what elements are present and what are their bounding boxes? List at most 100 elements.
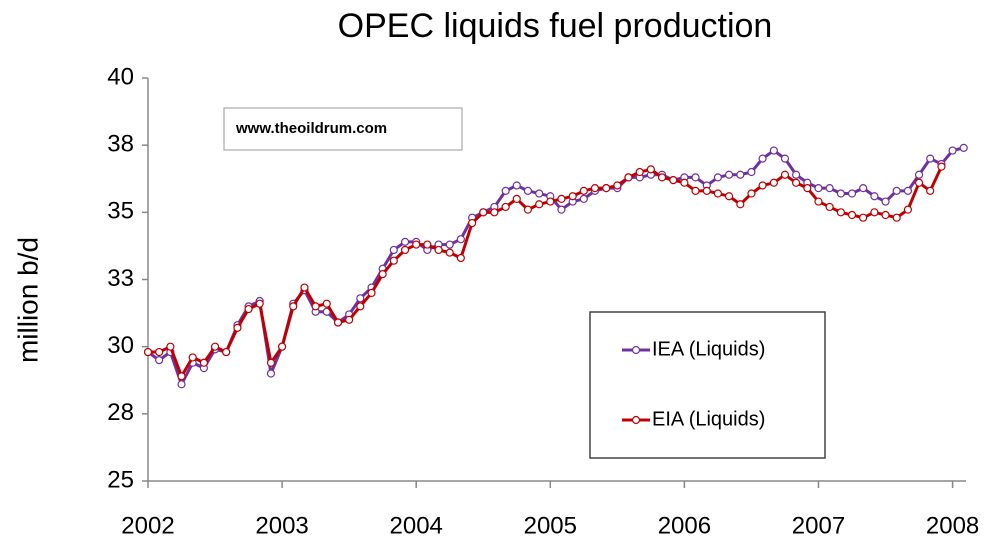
data-point xyxy=(356,294,365,303)
data-point xyxy=(523,186,533,195)
data-point xyxy=(166,342,175,351)
annotation: www.theoildrum.com xyxy=(235,120,387,137)
data-point xyxy=(311,302,320,311)
legend-box xyxy=(589,311,826,459)
data-point xyxy=(903,186,913,195)
data-point xyxy=(233,323,242,332)
data-point xyxy=(266,369,276,378)
data-point xyxy=(445,240,454,249)
data-point xyxy=(300,283,309,292)
data-point xyxy=(266,358,276,367)
x-tick-label: 2005 xyxy=(524,512,577,539)
data-point xyxy=(926,186,935,195)
data-point xyxy=(356,302,365,311)
data-point xyxy=(825,184,834,193)
data-point xyxy=(590,184,600,193)
data-point xyxy=(613,181,622,190)
data-point xyxy=(434,245,443,255)
data-point xyxy=(289,302,298,311)
data-point xyxy=(210,342,220,351)
data-point xyxy=(758,181,767,190)
data-point xyxy=(188,353,197,362)
data-point xyxy=(557,194,566,203)
data-point xyxy=(468,218,477,228)
data-point xyxy=(535,189,544,198)
data-point xyxy=(713,173,723,182)
data-point xyxy=(691,186,700,195)
data-point xyxy=(579,186,588,195)
data-point xyxy=(702,186,711,195)
data-point xyxy=(579,194,588,203)
data-point xyxy=(948,146,957,155)
data-point xyxy=(177,380,186,389)
data-point xyxy=(501,186,510,195)
data-point xyxy=(847,189,857,198)
data-point xyxy=(881,210,890,220)
data-point xyxy=(769,178,778,187)
data-point xyxy=(859,184,868,193)
data-point xyxy=(143,347,153,357)
data-point xyxy=(255,299,264,308)
data-point xyxy=(691,173,700,182)
y-tick-label: 30 xyxy=(107,332,134,359)
data-point xyxy=(345,315,354,324)
data-point xyxy=(836,208,845,217)
data-point xyxy=(624,173,633,182)
data-point xyxy=(724,170,734,179)
data-point xyxy=(937,162,946,171)
data-point xyxy=(155,347,164,357)
data-point xyxy=(568,192,577,201)
data-point xyxy=(791,178,801,187)
x-tick-label: 2002 xyxy=(121,512,174,539)
data-point xyxy=(602,184,611,193)
data-point xyxy=(635,167,644,177)
legend-marker xyxy=(631,415,641,425)
y-tick-label: 28 xyxy=(107,399,134,426)
data-point xyxy=(389,245,398,255)
data-point xyxy=(512,181,521,190)
series-line xyxy=(147,146,965,386)
data-point xyxy=(814,197,823,206)
data-point xyxy=(803,184,812,193)
data-point xyxy=(881,197,890,206)
data-point xyxy=(825,202,834,212)
data-point xyxy=(680,178,689,187)
data-point xyxy=(479,208,488,217)
data-point xyxy=(747,189,756,198)
x-tick-label: 2007 xyxy=(792,512,845,539)
data-point xyxy=(724,192,734,201)
data-point xyxy=(780,170,790,179)
x-tick-label: 2006 xyxy=(658,512,711,539)
chart-title: OPEC liquids fuel production xyxy=(338,7,773,45)
x-tick-label: 2003 xyxy=(255,512,308,539)
data-point xyxy=(736,200,745,209)
annotation-box xyxy=(223,107,463,151)
data-point xyxy=(389,256,398,265)
data-point xyxy=(713,189,723,198)
data-point xyxy=(400,237,410,246)
data-point xyxy=(400,245,410,255)
data-point xyxy=(333,318,343,327)
data-point xyxy=(926,154,935,163)
y-tick-label: 35 xyxy=(107,198,134,225)
data-point xyxy=(657,173,667,182)
y-tick-label: 25 xyxy=(107,466,134,493)
data-point xyxy=(322,299,331,308)
data-point xyxy=(747,167,756,177)
data-point xyxy=(367,288,376,298)
y-tick-label: 38 xyxy=(107,131,134,158)
data-point xyxy=(646,165,655,174)
x-tick-label: 2004 xyxy=(390,512,443,539)
data-point xyxy=(277,342,287,351)
data-point xyxy=(769,146,778,155)
data-point xyxy=(903,205,913,214)
data-point xyxy=(423,240,432,249)
y-axis-label: million b/d xyxy=(12,237,43,363)
data-point xyxy=(546,197,555,206)
data-point xyxy=(535,200,544,209)
data-point xyxy=(490,208,499,217)
data-point xyxy=(847,210,857,220)
data-point xyxy=(177,372,186,381)
data-point xyxy=(412,240,421,249)
